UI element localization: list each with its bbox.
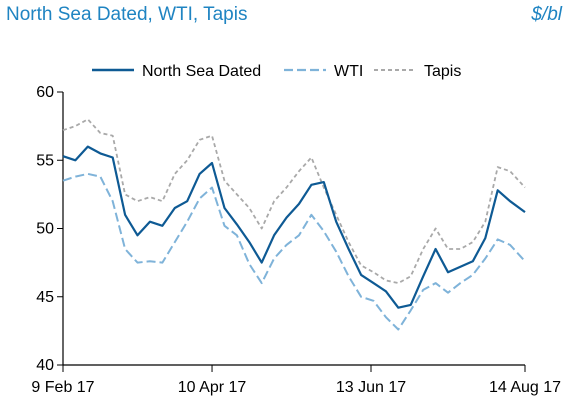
x-tick-label: 10 Apr 17 [178,379,247,396]
series-line-wti [62,172,526,331]
unit-label: $/bl [531,4,562,25]
legend-label: North Sea Dated [142,63,261,80]
chart-title: North Sea Dated, WTI, Tapis [6,4,248,25]
y-tick-label: 50 [36,221,54,238]
y-tick-label: 45 [36,289,54,306]
series-line-north-sea-dated [62,145,526,309]
y-tick-label: 40 [36,357,54,374]
x-tick-label: 9 Feb 17 [31,379,94,396]
y-tick-label: 55 [36,152,54,169]
series-line-tapis [62,118,526,285]
legend-label: WTI [334,63,363,80]
y-tick-label: 60 [36,84,54,101]
x-tick-label: 14 Aug 17 [489,379,561,396]
legend-label: Tapis [424,63,461,80]
x-tick-label: 13 Jun 17 [336,379,406,396]
